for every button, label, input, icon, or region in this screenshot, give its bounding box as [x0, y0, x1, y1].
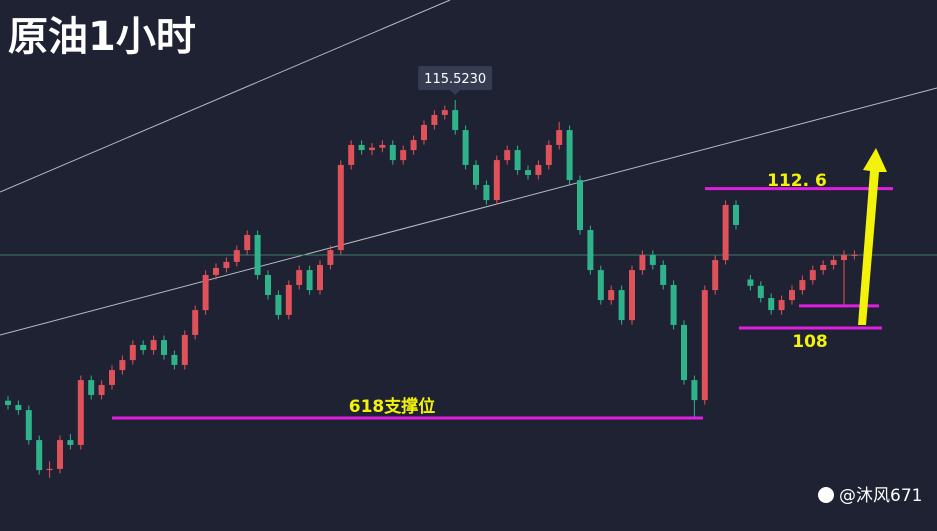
candle-body — [691, 380, 698, 401]
candle-body — [577, 180, 583, 231]
candle-body — [851, 254, 858, 256]
candle-body — [830, 260, 837, 265]
candle-body — [25, 410, 32, 441]
candle-body — [514, 150, 521, 171]
candle-body — [150, 340, 157, 351]
candle-body — [265, 274, 271, 295]
candle-body — [597, 270, 604, 301]
candle-body — [712, 260, 719, 291]
candle-body — [57, 440, 63, 469]
candle-body — [681, 324, 687, 381]
candle-body — [46, 468, 53, 471]
level-label: 112. 6 — [767, 171, 827, 191]
watermark: @沐风671 — [839, 486, 922, 506]
candle-body — [629, 270, 635, 321]
candle-body — [757, 285, 764, 298]
trend-line — [0, 0, 451, 193]
candle-body — [202, 274, 209, 311]
candle-body — [747, 279, 754, 286]
candle-body — [275, 294, 282, 315]
candle-body — [306, 270, 313, 291]
candle-body — [109, 370, 115, 385]
candle-body — [701, 290, 708, 401]
candle-body — [223, 261, 230, 268]
candle-body — [358, 144, 365, 151]
arrow — [858, 148, 887, 325]
candle-body — [431, 114, 438, 125]
candle-body — [639, 254, 646, 271]
candle-body — [733, 204, 739, 225]
candle-body — [317, 264, 323, 291]
plot: 112. 6 108 618支撑位 115.5230 — [0, 66, 937, 478]
tooltip-pointer — [450, 90, 461, 95]
candle-body — [337, 164, 344, 251]
candle-body — [493, 160, 500, 201]
candle-body — [244, 234, 251, 251]
candle-body — [389, 144, 396, 161]
candle-body — [789, 290, 795, 301]
candle-body — [841, 254, 847, 261]
candle-body — [348, 144, 355, 165]
candle-body — [799, 280, 806, 291]
candle-body — [181, 334, 188, 365]
candle-body — [400, 150, 407, 161]
candle-body — [421, 124, 427, 141]
candle-body — [483, 184, 490, 201]
candle-body — [171, 354, 178, 365]
candle-body — [587, 230, 594, 271]
candle-body — [296, 270, 303, 285]
candle-body — [369, 147, 375, 151]
candle-body — [410, 140, 417, 151]
candle-body — [608, 290, 615, 301]
candle-body — [88, 380, 95, 395]
candle-body — [525, 170, 531, 175]
candle-body — [379, 144, 386, 148]
level-label: 108 — [792, 332, 828, 352]
level-label: 618支撑位 — [349, 396, 436, 417]
candle-body — [778, 300, 785, 311]
tooltip-box — [418, 66, 493, 90]
candle-body — [98, 384, 105, 395]
candle-body — [809, 270, 816, 281]
candle-body — [452, 110, 459, 131]
candle-body — [192, 310, 199, 335]
candle-body — [566, 130, 573, 181]
tooltip-label: 115.5230 — [424, 72, 486, 87]
candle-body — [285, 284, 292, 315]
candle-body — [670, 284, 677, 325]
candle-body — [327, 250, 334, 265]
candle-body — [768, 297, 775, 311]
chart-title: 原油1小时 — [8, 14, 196, 60]
candle-body — [649, 254, 656, 265]
candle-body — [36, 440, 43, 471]
candle-body — [233, 250, 240, 262]
trend-line — [0, 87, 937, 336]
candle-body — [545, 144, 552, 165]
candle-body — [504, 150, 511, 161]
candle-body — [213, 267, 219, 275]
candle-body — [67, 440, 74, 445]
candle-body — [15, 404, 22, 411]
candle-body — [473, 164, 479, 185]
candle-body — [820, 264, 827, 271]
candle-body — [161, 340, 167, 355]
candle-body — [556, 130, 563, 145]
candle-body — [441, 110, 448, 115]
candle-body — [462, 130, 469, 165]
candle-body — [722, 204, 729, 261]
logo — [818, 487, 834, 503]
candle-body — [129, 344, 136, 361]
candle-body — [5, 400, 11, 405]
candle-body — [660, 264, 667, 285]
candle-body — [119, 360, 126, 371]
candle-body — [77, 380, 84, 445]
candle-body — [140, 344, 147, 351]
candle-body — [535, 164, 542, 175]
candle-body — [618, 290, 625, 321]
candle-body — [254, 234, 261, 275]
